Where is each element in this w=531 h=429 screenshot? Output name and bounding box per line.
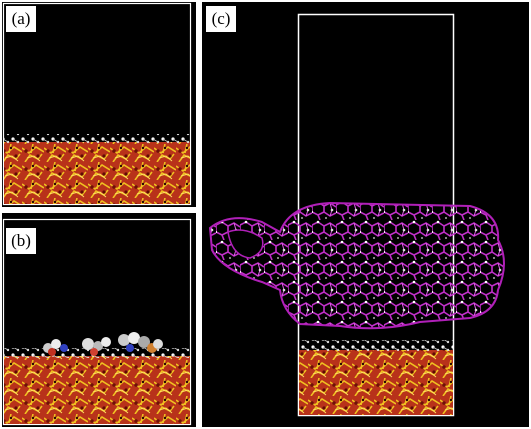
panel-label: (b): [11, 231, 31, 250]
panel-label: (c): [212, 9, 231, 28]
label-box: [206, 6, 236, 32]
silica-slab: [299, 350, 453, 415]
adsorbed-molecules: [43, 332, 163, 356]
polymer-film: [208, 201, 505, 330]
silica-slab: [4, 142, 190, 204]
panel-b: (b): [2, 213, 196, 427]
polymer-loop: [227, 229, 264, 259]
panel-label: (a): [12, 9, 31, 28]
surface-hydroxyls: [299, 340, 453, 351]
simulation-box: [2, 218, 192, 426]
panel-a: (a): [2, 2, 196, 207]
simulation-box: [2, 2, 192, 206]
label-box: [6, 228, 36, 254]
silica-slab: [4, 356, 190, 424]
label-box: [6, 6, 36, 32]
surface-hydroxyls: [4, 134, 190, 144]
panel-c: (c): [202, 2, 529, 427]
